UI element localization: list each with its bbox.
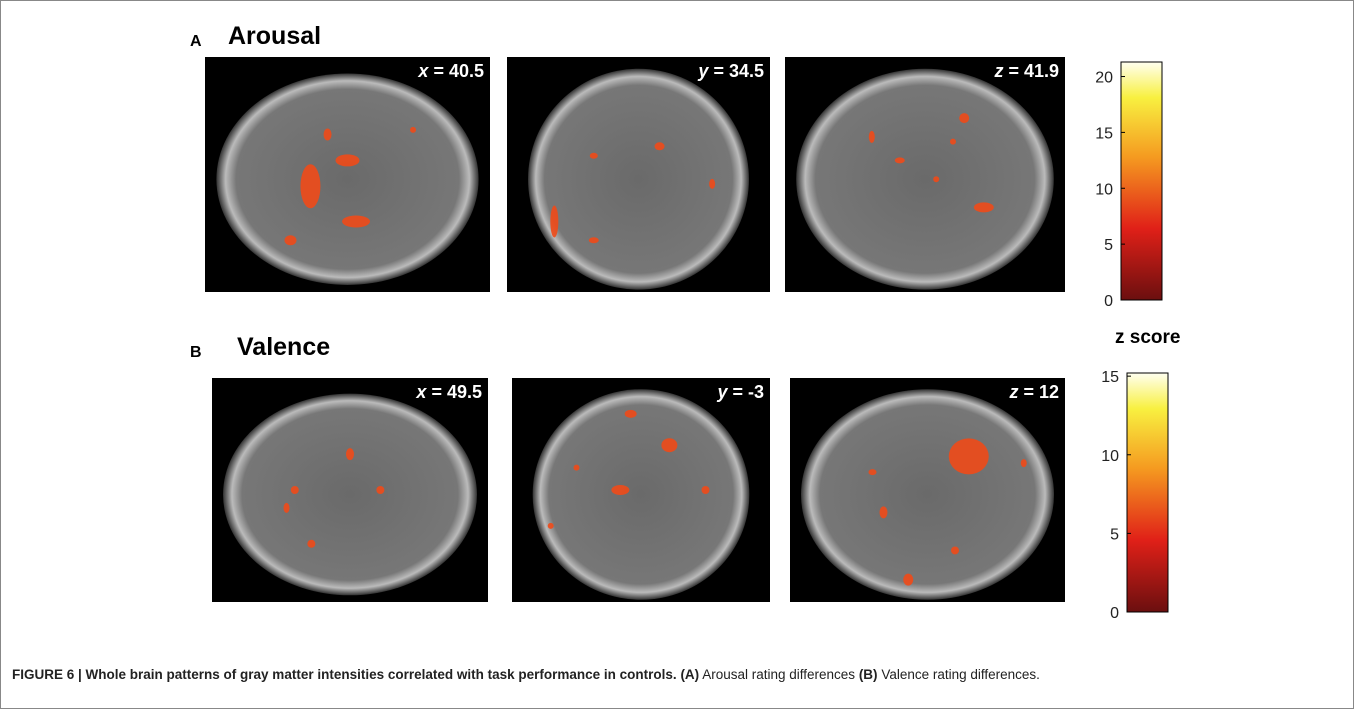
slice-coordinate: z = 12 (1008, 382, 1059, 402)
slice-axis: z (993, 61, 1003, 81)
slice-coordinate: y = 34.5 (697, 61, 764, 81)
activation (879, 506, 888, 519)
activation (410, 126, 417, 133)
panel-title: Valence (237, 333, 330, 361)
activation (701, 486, 710, 494)
activation (588, 237, 599, 244)
activation (973, 202, 994, 213)
slice-value: = 41.9 (1008, 61, 1059, 81)
activation (550, 205, 559, 238)
colorbar (1126, 372, 1169, 613)
caption-a-label: (A) (680, 667, 700, 682)
slice-value: = 49.5 (431, 382, 482, 402)
activation (300, 164, 321, 209)
activation (290, 486, 299, 494)
caption-figure: FIGURE 6 | Whole brain patterns of gray … (12, 667, 677, 682)
colorbar-tick-label: 0 (1104, 293, 1113, 310)
slice-axis: y (697, 61, 709, 81)
brain-slice (796, 68, 1054, 290)
activation (868, 130, 875, 143)
slice-coordinate: y = -3 (716, 382, 764, 402)
slice-coordinate: z = 41.9 (993, 61, 1059, 81)
brain-slice (801, 389, 1054, 600)
slice-value: = 40.5 (433, 61, 484, 81)
panel-letter: B (190, 344, 202, 361)
colorbar (1120, 61, 1163, 301)
activation (951, 546, 959, 555)
panel-letter: A (190, 33, 202, 50)
slice-value: = 34.5 (713, 61, 764, 81)
caption-b-label: (B) (858, 667, 878, 682)
brain-slice (223, 393, 477, 596)
colorbar-tick-label: 0 (1110, 605, 1119, 622)
activation (933, 176, 940, 183)
colorbar-tick-label: 20 (1095, 70, 1113, 87)
activation (376, 486, 385, 494)
slice-axis: z (1008, 382, 1018, 402)
activation (547, 522, 554, 529)
activation (950, 138, 956, 145)
panel-title: Arousal (228, 22, 321, 50)
activation (624, 409, 637, 418)
slice-axis: x (417, 61, 429, 81)
activation (284, 235, 297, 246)
brain-slice (532, 389, 750, 600)
colorbar-label: z score (1115, 327, 1180, 348)
brain-slice (216, 73, 479, 285)
activation (335, 154, 360, 167)
activation (868, 469, 877, 476)
activation (894, 157, 905, 164)
colorbar-tick-label: 5 (1104, 237, 1113, 254)
colorbar-tick-label: 10 (1101, 448, 1119, 465)
activation (611, 485, 630, 495)
activation (948, 438, 989, 475)
slice-coordinate: x = 49.5 (415, 382, 482, 402)
slice-coordinate: x = 40.5 (417, 61, 484, 81)
colorbar-tick-label: 5 (1110, 526, 1119, 543)
caption-a-text: Arousal rating differences (702, 667, 856, 682)
activation (342, 215, 371, 228)
colorbar-tick-label: 15 (1095, 125, 1113, 142)
colorbar-tick-label: 10 (1095, 181, 1113, 198)
activation (323, 128, 332, 141)
slice-value: = 12 (1023, 382, 1059, 402)
activation (307, 539, 316, 548)
activation (346, 448, 354, 461)
slice-value: = -3 (732, 382, 764, 402)
caption-b-text: Valence rating differences. (881, 667, 1040, 682)
activation (573, 464, 580, 471)
caption: FIGURE 6 | Whole brain patterns of gray … (12, 664, 1347, 686)
activation (654, 142, 665, 151)
activation (589, 152, 598, 159)
activation (903, 573, 914, 586)
slice-axis: x (415, 382, 427, 402)
activation (959, 113, 970, 124)
activation (283, 502, 290, 513)
activation (709, 178, 716, 189)
activation (1020, 459, 1027, 468)
colorbar-tick-label: 15 (1101, 369, 1119, 386)
slice-axis: y (716, 382, 728, 402)
brain-slice (528, 68, 749, 290)
activation (661, 438, 678, 453)
